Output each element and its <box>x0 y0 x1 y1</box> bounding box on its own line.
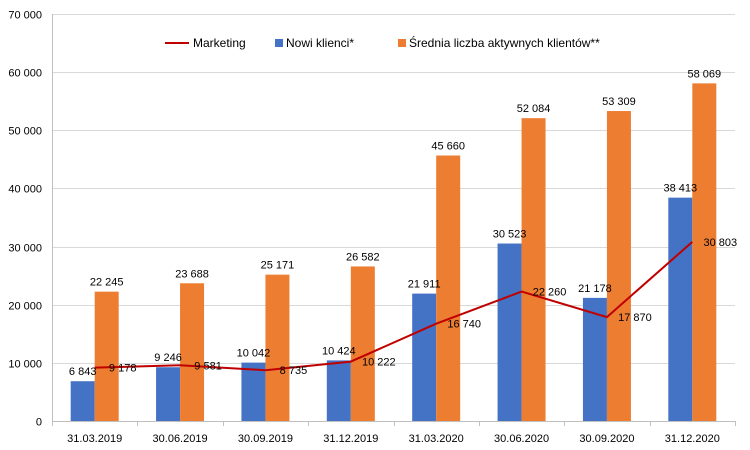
legend-swatch <box>398 39 406 47</box>
bar-rednia-liczba-aktywnych-klient-w <box>94 291 119 421</box>
y-tick-label: 60 000 <box>8 68 42 80</box>
bar-nowi-klienci <box>412 293 437 421</box>
legend-label: Średnia liczba aktywnych klientów** <box>409 35 600 50</box>
x-tick-label: 31.12.2020 <box>665 433 720 445</box>
y-tick-label: 10 000 <box>8 359 42 371</box>
data-label-nowi-klienci: 38 413 <box>663 183 697 195</box>
data-label-marketing: 10 222 <box>362 357 396 369</box>
gridlines <box>52 14 735 422</box>
bar-nowi-klienci <box>241 362 266 421</box>
data-label-nowi-klienci: 10 424 <box>322 345 356 357</box>
data-label-rednia-liczba-aktywnych-klient-w: 26 582 <box>346 251 380 263</box>
bar-nowi-klienci <box>497 243 522 421</box>
bar-nowi-klienci <box>156 367 181 421</box>
x-tick-label: 30.06.2019 <box>153 433 208 445</box>
data-label-nowi-klienci: 21 911 <box>408 279 441 291</box>
data-label-marketing: 8 735 <box>280 365 308 377</box>
legend-swatch <box>275 39 283 47</box>
data-label-nowi-klienci: 30 523 <box>493 229 527 241</box>
y-tick-label: 40 000 <box>8 184 42 196</box>
x-tick-label: 31.12.2019 <box>323 433 378 445</box>
legend: Marketing Nowi klienci* Średnia liczba akt… <box>165 35 600 50</box>
bar-rednia-liczba-aktywnych-klient-w <box>606 111 631 422</box>
data-label-marketing: 16 740 <box>447 319 481 331</box>
data-label-nowi-klienci: 9 246 <box>154 352 182 364</box>
x-tick-label: 30.06.2020 <box>494 433 549 445</box>
marketing-line <box>94 241 693 372</box>
y-tick-label: 0 <box>36 417 42 429</box>
bar-rednia-liczba-aktywnych-klient-w <box>180 283 205 421</box>
y-tick-label: 30 000 <box>8 243 42 255</box>
data-label-rednia-liczba-aktywnych-klient-w: 22 245 <box>90 277 124 289</box>
x-tick-label: 30.09.2019 <box>238 433 293 445</box>
y-tick-label: 70 000 <box>8 10 42 22</box>
data-label-nowi-klienci: 21 178 <box>578 283 612 295</box>
x-tick-label: 30.09.2020 <box>579 433 634 445</box>
y-axis-ticks: 0 10 000 20 000 30 000 40 000 50 000 60 000 70 … <box>8 10 42 429</box>
bar-rednia-liczba-aktywnych-klient-w <box>521 118 546 422</box>
x-tick-label: 31.03.2019 <box>67 433 122 445</box>
bar-nowi-klienci <box>326 360 351 421</box>
legend-label: Nowi klienci* <box>286 36 354 50</box>
data-label-marketing: 9 581 <box>194 360 222 372</box>
bars <box>70 83 717 422</box>
y-tick-label: 50 000 <box>8 126 42 138</box>
bar-nowi-klienci <box>582 297 607 421</box>
data-label-nowi-klienci: 6 843 <box>69 366 97 378</box>
bar-rednia-liczba-aktywnych-klient-w <box>265 274 290 421</box>
data-label-rednia-liczba-aktywnych-klient-w: 52 084 <box>517 103 551 115</box>
data-label-rednia-liczba-aktywnych-klient-w: 23 688 <box>175 268 209 280</box>
data-label-marketing: 22 260 <box>533 287 567 299</box>
data-label-marketing: 17 870 <box>618 312 652 324</box>
bar-rednia-liczba-aktywnych-klient-w <box>350 266 375 421</box>
data-label-rednia-liczba-aktywnych-klient-w: 53 309 <box>602 96 636 108</box>
data-label-rednia-liczba-aktywnych-klient-w: 25 171 <box>261 260 295 272</box>
bar-rednia-liczba-aktywnych-klient-w <box>692 83 717 421</box>
data-label-marketing: 30 803 <box>703 237 737 249</box>
data-label-marketing: 9 178 <box>109 363 137 375</box>
x-axis-ticks: 31.03.2019 30.06.2019 30.09.2019 31.12.2019… <box>52 421 736 445</box>
bar-nowi-klienci <box>668 197 693 421</box>
bar-rednia-liczba-aktywnych-klient-w <box>436 155 461 421</box>
marketing-line-layer <box>94 241 693 372</box>
data-labels: 6 843 9 246 10 042 10 424 21 911 30 523 21 178… <box>69 68 737 378</box>
y-tick-label: 20 000 <box>8 301 42 313</box>
legend-label-marketing: Marketing <box>193 36 246 50</box>
bar-nowi-klienci <box>70 381 95 421</box>
x-tick-label: 31.03.2020 <box>409 433 464 445</box>
data-label-rednia-liczba-aktywnych-klient-w: 58 069 <box>687 68 721 80</box>
data-label-rednia-liczba-aktywnych-klient-w: 45 660 <box>431 141 465 153</box>
data-label-nowi-klienci: 10 042 <box>237 348 271 360</box>
